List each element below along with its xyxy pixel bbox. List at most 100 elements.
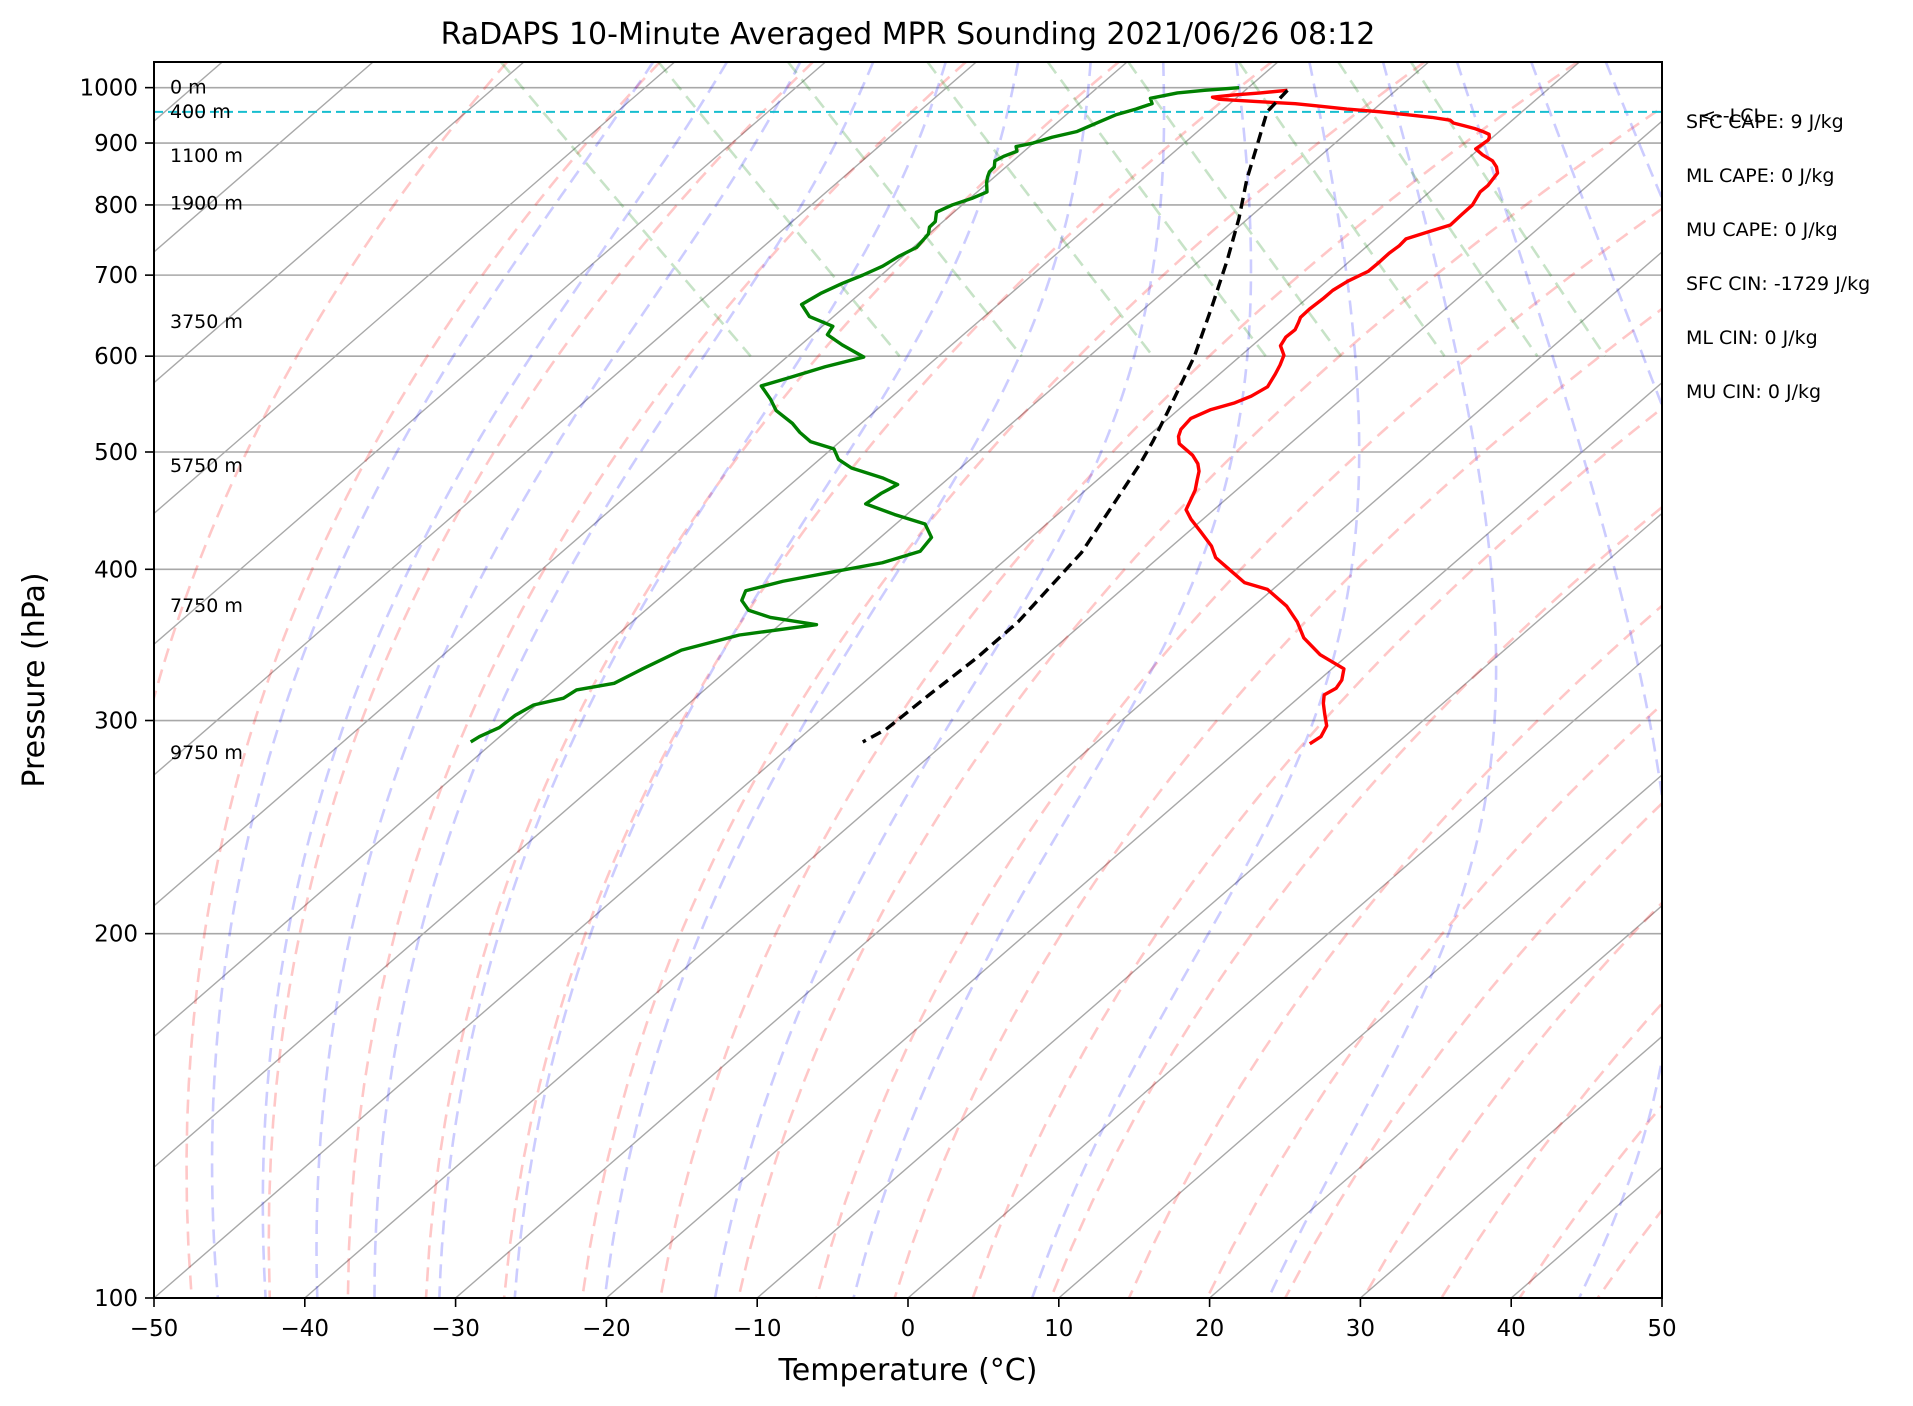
x-axis-label: Temperature (°C) [778, 1353, 1038, 1388]
isotherm-line [455, 251, 1662, 1298]
isotherm-line [154, 62, 1279, 1038]
height-label: 0 m [170, 77, 207, 99]
mixing-ratio-line [1237, 62, 1446, 357]
dry-adiabat [659, 62, 1579, 1298]
stability-index-text: ML CIN: 0 J/kg [1686, 327, 1818, 349]
dry-adiabat [424, 62, 1120, 1298]
dry-adiabat [1754, 62, 1913, 1298]
moist-adiabat [713, 62, 1166, 1298]
y-tick-label: 200 [94, 922, 138, 948]
moist-adiabat [513, 62, 1020, 1298]
mixing-ratio-line [1046, 62, 1267, 357]
isotherm-line [1359, 1035, 1662, 1298]
height-label: 1900 m [170, 193, 243, 215]
dry-adiabat [502, 62, 1273, 1298]
lcl-label: <--LCL [1700, 105, 1764, 127]
x-tick-label: −30 [431, 1316, 480, 1342]
moist-adiabat [315, 62, 802, 1298]
isotherm-line [756, 512, 1662, 1298]
y-axis-ticks: 1000 900 800 700 600 500 400 300 200 100 [79, 76, 154, 1312]
mixing-ratio-line [499, 62, 752, 358]
stability-index-text: MU CIN: 0 J/kg [1686, 381, 1821, 403]
dry-adiabat [815, 207, 1662, 1298]
plot-area [153, 61, 1913, 1299]
temperature-profile-line [1176, 88, 1500, 746]
mixing-ratio-line [1127, 62, 1343, 357]
dry-adiabat [1596, 1207, 1662, 1298]
dewpoint-profile-line [469, 85, 1240, 744]
plot-content [154, 62, 1913, 1298]
y-tick-label: 600 [94, 344, 138, 370]
mixing-ratio-line [1337, 62, 1539, 357]
mixing-ratio-line [926, 62, 1154, 357]
isotherm-line [1661, 1297, 1662, 1298]
moist-adiabat [373, 62, 875, 1298]
dry-adiabat [1049, 505, 1662, 1298]
y-tick-label: 700 [94, 263, 138, 289]
x-axis-ticks: −50 −40 −30 −20 −10 0 10 20 30 40 50 [130, 1298, 1677, 1342]
dry-adiabat [1362, 901, 1662, 1298]
parcel-profile-line [861, 89, 1289, 744]
moist-adiabat [1530, 62, 1662, 409]
isotherm-line [1058, 774, 1662, 1298]
dry-adiabat [185, 62, 661, 1298]
moist-adiabat [1455, 62, 1662, 1298]
x-tick-label: 50 [1647, 1316, 1676, 1342]
stability-index-text: SFC CAPE: 9 J/kg [1686, 111, 1844, 133]
isotherm-line [1209, 904, 1662, 1298]
height-label: 400 m [170, 101, 231, 123]
height-label: 3750 m [170, 311, 243, 333]
isotherm-line [907, 643, 1662, 1298]
stability-index-text: ML CAPE: 0 J/kg [1686, 165, 1834, 187]
x-tick-label: 30 [1346, 1316, 1375, 1342]
moist-adiabat [852, 62, 1253, 1298]
x-tick-label: −40 [281, 1316, 330, 1342]
chart-title: RaDAPS 10-Minute Averaged MPR Sounding 2… [441, 17, 1376, 52]
y-tick-label: 100 [94, 1286, 138, 1312]
x-tick-label: −50 [130, 1316, 179, 1342]
x-tick-label: 20 [1195, 1316, 1224, 1342]
x-tick-label: −20 [582, 1316, 631, 1342]
moist-adiabat [438, 62, 947, 1298]
y-tick-label: 300 [94, 709, 138, 735]
isotherm-line [605, 381, 1662, 1298]
stability-indices: SFC CAPE: 9 J/kg ML CAPE: 0 J/kg MU CAPE: … [1686, 111, 1870, 403]
dry-adiabat [154, 62, 509, 703]
y-tick-label: 500 [94, 440, 138, 466]
dry-adiabat [580, 62, 1426, 1298]
dry-adiabat [737, 106, 1662, 1298]
dry-adiabat [1440, 1001, 1662, 1298]
dry-adiabat [971, 406, 1662, 1298]
y-tick-label: 400 [94, 557, 138, 583]
mixing-ratio-line [1409, 62, 1607, 357]
stability-index-text: SFC CIN: -1729 J/kg [1686, 273, 1870, 295]
moist-adiabat [1604, 62, 1662, 202]
mixing-ratio-line [787, 62, 1023, 357]
dry-adiabat [1127, 604, 1662, 1298]
height-label: 1100 m [170, 145, 243, 167]
y-tick-label: 1000 [79, 76, 138, 102]
isotherm-line [304, 120, 1662, 1298]
height-label: 5750 m [170, 455, 243, 477]
y-tick-label: 900 [94, 131, 138, 157]
plot-frame [153, 61, 1663, 1299]
dry-adiabat [1676, 62, 1913, 1298]
dry-adiabat [267, 62, 814, 1298]
x-tick-label: 10 [1044, 1316, 1073, 1342]
dry-adiabat [1205, 702, 1662, 1298]
moist-adiabat [1030, 62, 1361, 1298]
x-tick-label: 40 [1497, 1316, 1526, 1342]
mixing-ratio-line [657, 62, 901, 357]
dry-adiabat [893, 307, 1662, 1298]
dry-adiabat [1284, 801, 1662, 1298]
y-axis-label: Pressure (hPa) [17, 572, 52, 787]
stability-index-text: MU CAPE: 0 J/kg [1686, 219, 1838, 241]
moist-adiabat [210, 62, 655, 1298]
isotherm-line [154, 62, 977, 776]
isotherm-line [154, 62, 525, 384]
moist-adiabat [603, 62, 1092, 1298]
height-label: 9750 m [170, 742, 243, 764]
isotherm-line [154, 62, 1430, 1169]
